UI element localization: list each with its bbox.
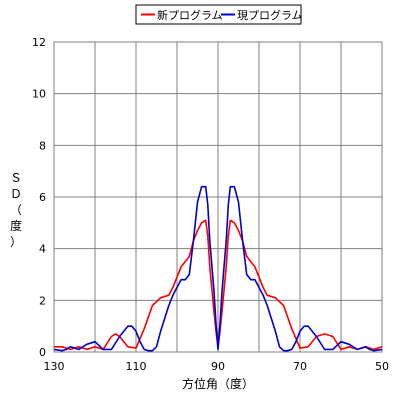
y-tick-label: 2 <box>39 294 46 307</box>
y-axis-label-char: ） <box>10 235 22 249</box>
series-line <box>53 185 383 352</box>
x-axis-label: 方位角（度） <box>182 376 254 391</box>
legend-label: 現プログラム <box>237 8 303 22</box>
y-tick-label: 4 <box>39 243 46 256</box>
x-tick-label: 110 <box>126 360 147 373</box>
y-tick-label: 10 <box>32 88 46 101</box>
x-tick-label: 50 <box>375 360 389 373</box>
x-tick-label: 90 <box>211 360 225 373</box>
y-tick-label: 12 <box>32 36 46 49</box>
y-axis-label-char: Ｄ <box>10 187 22 201</box>
x-tick-label: 70 <box>293 360 307 373</box>
y-axis-label-char: 度 <box>10 218 22 233</box>
y-axis-label-char: Ｓ <box>10 171 22 185</box>
y-axis-label-char: （ <box>10 203 22 217</box>
legend-label: 新プログラム <box>157 8 223 22</box>
y-tick-label: 6 <box>39 191 46 204</box>
x-tick-label: 130 <box>44 360 65 373</box>
y-tick-label: 8 <box>39 139 46 152</box>
legend <box>135 4 302 25</box>
y-tick-label: 0 <box>39 346 46 359</box>
